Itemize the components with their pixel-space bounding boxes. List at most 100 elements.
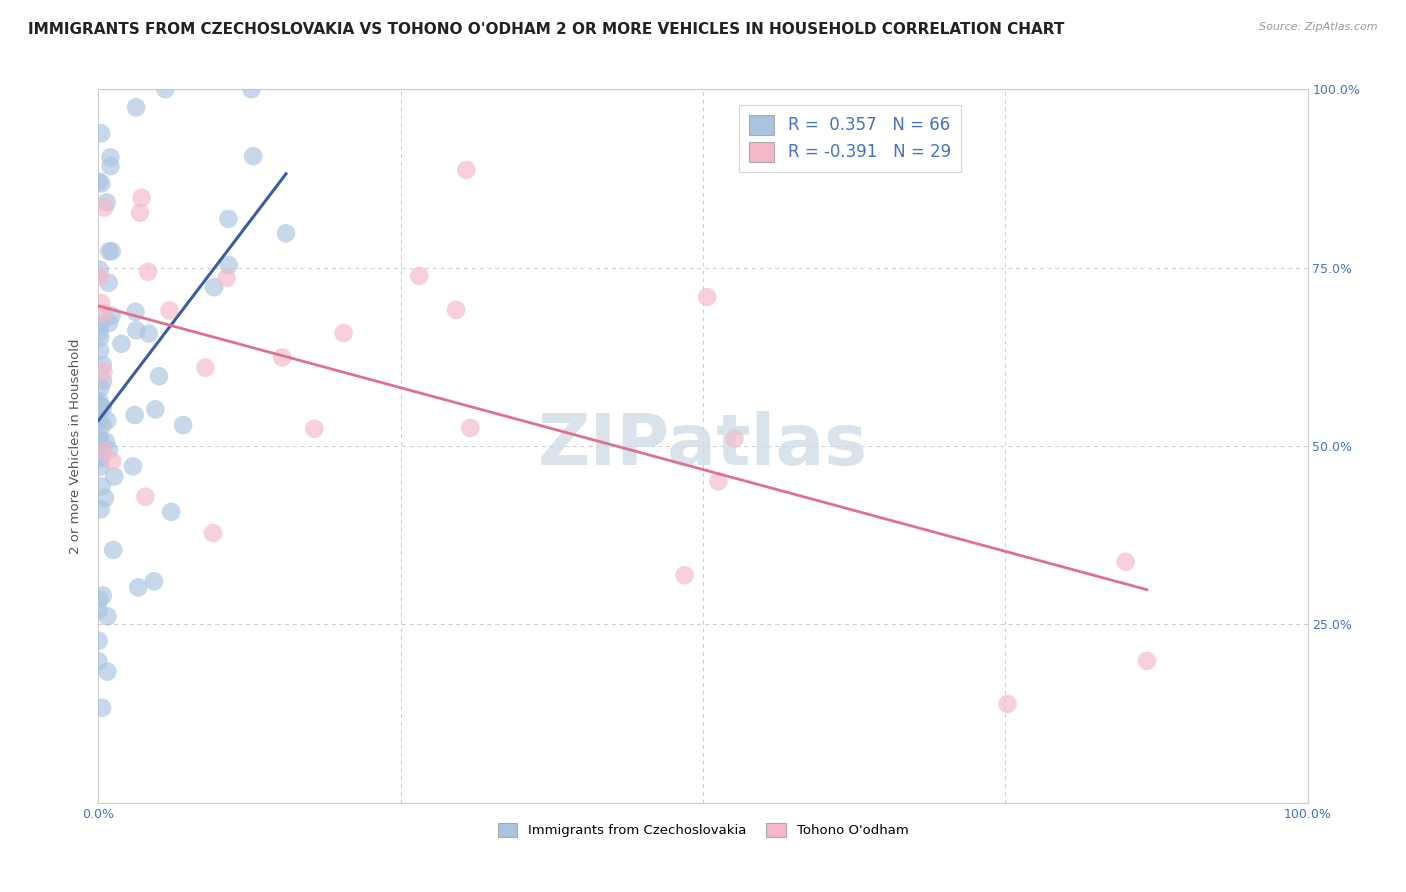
Point [122,459,145,474]
Point [110,336,132,351]
Point [90,381,112,395]
Point [94,434,117,449]
Point [159,303,181,318]
Text: ZIPatlas: ZIPatlas [538,411,868,481]
Point [160,505,183,519]
Point [304,422,326,436]
Point [98,150,121,164]
Point [456,163,478,178]
Point [707,475,730,489]
Point [242,149,264,163]
Point [274,227,297,241]
Point [89,325,111,339]
Point [89,262,111,277]
Point [89,431,111,445]
Point [89,343,111,358]
Point [125,100,148,114]
Point [91,418,114,433]
Point [124,305,146,319]
Point [408,268,430,283]
Point [172,418,194,433]
Point [89,330,111,344]
Point [103,543,125,558]
Point [87,603,110,617]
Point [131,191,153,205]
Point [155,82,177,96]
Point [91,700,114,714]
Point [89,450,111,465]
Legend: Immigrants from Czechoslovakia, Tohono O'odham: Immigrants from Czechoslovakia, Tohono O… [492,818,914,843]
Point [125,323,148,337]
Point [93,201,115,215]
Point [271,351,294,365]
Point [143,574,166,589]
Point [101,454,124,468]
Point [89,269,111,284]
Point [97,276,120,290]
Point [89,394,111,409]
Point [124,408,146,422]
Point [723,432,745,446]
Point [217,211,239,226]
Point [91,589,114,603]
Point [87,633,110,648]
Point [94,491,117,505]
Point [194,360,217,375]
Point [129,205,152,219]
Point [1115,555,1137,569]
Point [90,177,112,191]
Point [96,609,118,624]
Point [127,581,149,595]
Point [138,326,160,341]
Point [90,317,112,331]
Point [91,358,114,372]
Point [100,309,122,323]
Point [98,316,121,330]
Point [332,326,354,340]
Point [215,271,238,285]
Text: Source: ZipAtlas.com: Source: ZipAtlas.com [1260,22,1378,32]
Point [148,369,170,384]
Point [202,280,225,294]
Point [673,568,696,582]
Point [98,244,121,259]
Point [444,302,467,317]
Point [103,469,125,483]
Point [87,413,110,427]
Point [91,401,114,415]
Point [100,159,122,173]
Point [89,399,111,413]
Point [89,459,111,474]
Point [240,82,263,96]
Point [96,195,118,210]
Point [87,654,110,668]
Point [1136,654,1159,668]
Point [90,126,112,140]
Point [143,402,166,417]
Text: IMMIGRANTS FROM CZECHOSLOVAKIA VS TOHONO O'ODHAM 2 OR MORE VEHICLES IN HOUSEHOLD: IMMIGRANTS FROM CZECHOSLOVAKIA VS TOHONO… [28,22,1064,37]
Point [96,414,118,428]
Point [100,244,122,259]
Point [87,174,110,188]
Point [91,374,114,388]
Point [87,592,110,607]
Point [97,443,120,458]
Point [89,398,111,412]
Point [87,434,110,449]
Point [201,526,224,541]
Point [93,306,115,320]
Point [997,697,1019,711]
Point [90,296,112,310]
Point [218,258,240,272]
Point [458,421,481,435]
Point [90,479,112,493]
Point [93,365,115,379]
Y-axis label: 2 or more Vehicles in Household: 2 or more Vehicles in Household [69,338,83,554]
Point [134,490,156,504]
Point [91,443,114,458]
Point [90,450,112,465]
Point [96,665,118,679]
Point [696,290,718,304]
Point [136,265,159,279]
Point [90,502,112,516]
